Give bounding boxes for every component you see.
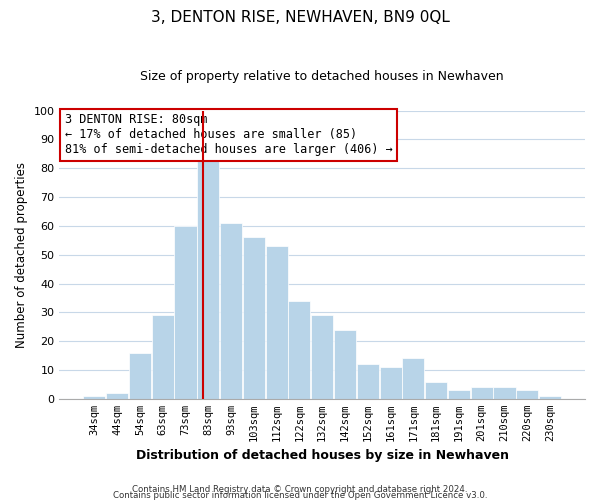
Bar — [243, 238, 265, 399]
X-axis label: Distribution of detached houses by size in Newhaven: Distribution of detached houses by size … — [136, 450, 509, 462]
Bar — [334, 330, 356, 399]
Bar — [129, 352, 151, 399]
Text: 3 DENTON RISE: 80sqm
← 17% of detached houses are smaller (85)
81% of semi-detac: 3 DENTON RISE: 80sqm ← 17% of detached h… — [65, 114, 392, 156]
Text: Contains public sector information licensed under the Open Government Licence v3: Contains public sector information licen… — [113, 490, 487, 500]
Bar — [289, 301, 310, 399]
Bar — [220, 223, 242, 399]
Bar — [516, 390, 538, 399]
Text: Contains HM Land Registry data © Crown copyright and database right 2024.: Contains HM Land Registry data © Crown c… — [132, 484, 468, 494]
Bar — [175, 226, 197, 399]
Title: Size of property relative to detached houses in Newhaven: Size of property relative to detached ho… — [140, 70, 504, 83]
Bar — [266, 246, 287, 399]
Bar — [83, 396, 106, 399]
Bar — [402, 358, 424, 399]
Bar — [311, 315, 333, 399]
Bar — [493, 388, 515, 399]
Bar — [152, 315, 174, 399]
Bar — [539, 396, 561, 399]
Y-axis label: Number of detached properties: Number of detached properties — [15, 162, 28, 348]
Bar — [380, 367, 401, 399]
Bar — [448, 390, 470, 399]
Text: 3, DENTON RISE, NEWHAVEN, BN9 0QL: 3, DENTON RISE, NEWHAVEN, BN9 0QL — [151, 10, 449, 25]
Bar — [470, 388, 493, 399]
Bar — [197, 160, 220, 399]
Bar — [425, 382, 447, 399]
Bar — [357, 364, 379, 399]
Bar — [106, 393, 128, 399]
